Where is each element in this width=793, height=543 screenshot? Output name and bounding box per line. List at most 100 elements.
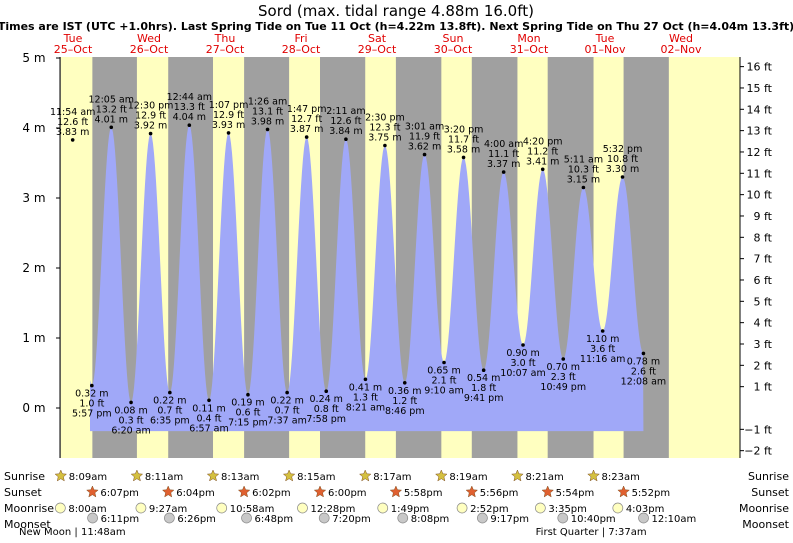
high-tide-time: 4:20 pm: [523, 136, 563, 147]
high-tide-ft: 11.9 ft: [409, 132, 440, 143]
right-tick-label: 15 ft: [747, 82, 773, 95]
day-date: 26–Oct: [130, 43, 169, 56]
moonrise-icon: [297, 502, 308, 514]
axes: 0 m 1 m 2 m 3 m 4 m 5 m −2 ft −1 ft 1 ft 2 ft 3 ft…: [22, 51, 793, 458]
high-tide-time: 5:11 am: [564, 155, 603, 166]
high-tide-ft: 13.2 ft: [96, 104, 127, 115]
sunrise-star-icon: [206, 469, 220, 482]
day-date: 25–Oct: [54, 43, 93, 56]
high-tide-m: 3.87 m: [290, 124, 323, 135]
tide-point: [521, 343, 525, 347]
low-tide-ft: 1.2 ft: [392, 396, 417, 407]
tide-point: [620, 175, 625, 179]
moonset-icon: [318, 512, 330, 524]
moonrise-icon: [216, 502, 228, 514]
right-tick-label: 9 ft: [754, 210, 773, 223]
sunset-star-icon: [541, 485, 555, 498]
sunrise-time: 8:15am: [297, 472, 335, 483]
sunrise-star-icon: [54, 469, 68, 482]
sunset-star-icon: [617, 485, 630, 498]
low-tide-time: 5:57 pm: [72, 409, 112, 420]
high-tide-time: 5:32 pm: [603, 144, 643, 155]
day-name: Thu: [214, 32, 236, 45]
right-tick-label: −1 ft: [744, 423, 772, 436]
tide-point: [641, 351, 646, 356]
high-tide-time: 2:30 pm: [365, 113, 405, 124]
right-tick-label: 6 ft: [754, 274, 773, 287]
sunrise-time: 8:17am: [373, 472, 411, 483]
sunrise-row-label-left: Sunrise: [4, 470, 45, 483]
high-tide-ft: 13.3 ft: [174, 102, 205, 113]
low-tide-m: 0.41 m: [349, 382, 382, 393]
low-tide-m: 0.22 m: [270, 396, 303, 407]
right-tick-label: 1 ft: [754, 381, 773, 394]
moonset-icon: [241, 512, 252, 524]
tide-point: [90, 383, 94, 388]
high-tide-m: 3.98 m: [251, 116, 284, 127]
high-tide-m: 3.75 m: [368, 133, 401, 144]
sunrise-star-icon: [587, 469, 600, 482]
moonrise-time: 3:35pm: [548, 504, 587, 515]
high-tide-time: 2:11 am: [326, 106, 365, 117]
low-tide-ft: 2.3 ft: [551, 372, 576, 383]
moonset-time: 6:48pm: [255, 514, 294, 525]
day-date: 29–Oct: [358, 43, 397, 56]
high-tide-time: 12:44 am: [167, 92, 212, 103]
moonset-time: 9:17pm: [490, 514, 529, 525]
high-tide-ft: 12.9 ft: [213, 110, 244, 121]
sunrise-star-icon: [358, 469, 372, 482]
low-tide-m: 0.54 m: [467, 373, 500, 384]
moon-phase-label: New Moon | 11:48am: [19, 527, 126, 538]
sunset-time: 6:02pm: [252, 488, 291, 499]
sunset-time: 5:54pm: [556, 488, 595, 499]
day-date: 31–Oct: [510, 43, 549, 56]
high-tide-m: 4.04 m: [173, 112, 206, 123]
sunset-row-label-right: Sunset: [751, 486, 789, 499]
right-tick-label: −2 ft: [744, 445, 772, 458]
tide-point: [304, 135, 309, 139]
low-tide-m: 0.08 m: [114, 405, 147, 416]
day-name: Sun: [443, 32, 464, 45]
chart-subtitle: Times are IST (UTC +1.0hrs). Last Spring…: [0, 20, 793, 33]
sunrise-row-label-right: Sunrise: [748, 470, 789, 483]
low-tide-time: 8:21 am: [346, 402, 385, 413]
sunrise-time: 8:09am: [69, 472, 107, 483]
sunrise-star-icon: [434, 469, 448, 482]
sunrise-star-icon: [511, 469, 524, 482]
moonrise-time: 12:28pm: [310, 504, 355, 515]
moonset-icon: [557, 512, 569, 524]
tide-point: [581, 185, 586, 190]
sunset-time: 6:00pm: [328, 488, 367, 499]
daylight-band: [60, 57, 93, 458]
sunset-star-icon: [389, 485, 403, 498]
right-tick-label: 14 ft: [747, 103, 773, 116]
high-tide-ft: 11.1 ft: [488, 149, 519, 160]
high-tide-time: 12:30 pm: [128, 101, 174, 112]
moonrise-time: 9:27am: [149, 504, 187, 515]
sunset-star-icon: [237, 485, 251, 498]
sunrise-time: 8:13am: [221, 472, 259, 483]
tide-point: [168, 390, 172, 395]
sunset-star-icon: [161, 485, 175, 498]
high-tide-time: 3:01 am: [405, 122, 444, 133]
day-name: Mon: [517, 32, 540, 45]
high-tide-time: 11:54 am: [50, 107, 95, 118]
high-tide-ft: 13.1 ft: [252, 106, 283, 117]
left-tick-label: 0 m: [22, 401, 45, 415]
day-date: 02–Nov: [661, 43, 702, 56]
low-tide-m: 0.22 m: [153, 396, 186, 407]
sunset-row-label-left: Sunset: [4, 486, 42, 499]
astronomy-table: Sunrise Sunrise Sunset Sunset Moonrise Moonri…: [4, 469, 790, 538]
high-tide-m: 3.58 m: [447, 144, 480, 155]
low-tide-time: 10:07 am: [500, 368, 545, 379]
low-tide-m: 0.11 m: [192, 403, 225, 414]
day-name: Tue: [595, 32, 615, 45]
moonset-row-label-left: Moonset: [4, 518, 51, 531]
day-date: 28–Oct: [282, 43, 321, 56]
tide-point: [207, 398, 211, 403]
high-tide-m: 3.92 m: [134, 121, 167, 132]
tide-point: [540, 167, 545, 172]
low-tide-ft: 0.4 ft: [196, 413, 221, 424]
tide-point: [422, 152, 427, 157]
